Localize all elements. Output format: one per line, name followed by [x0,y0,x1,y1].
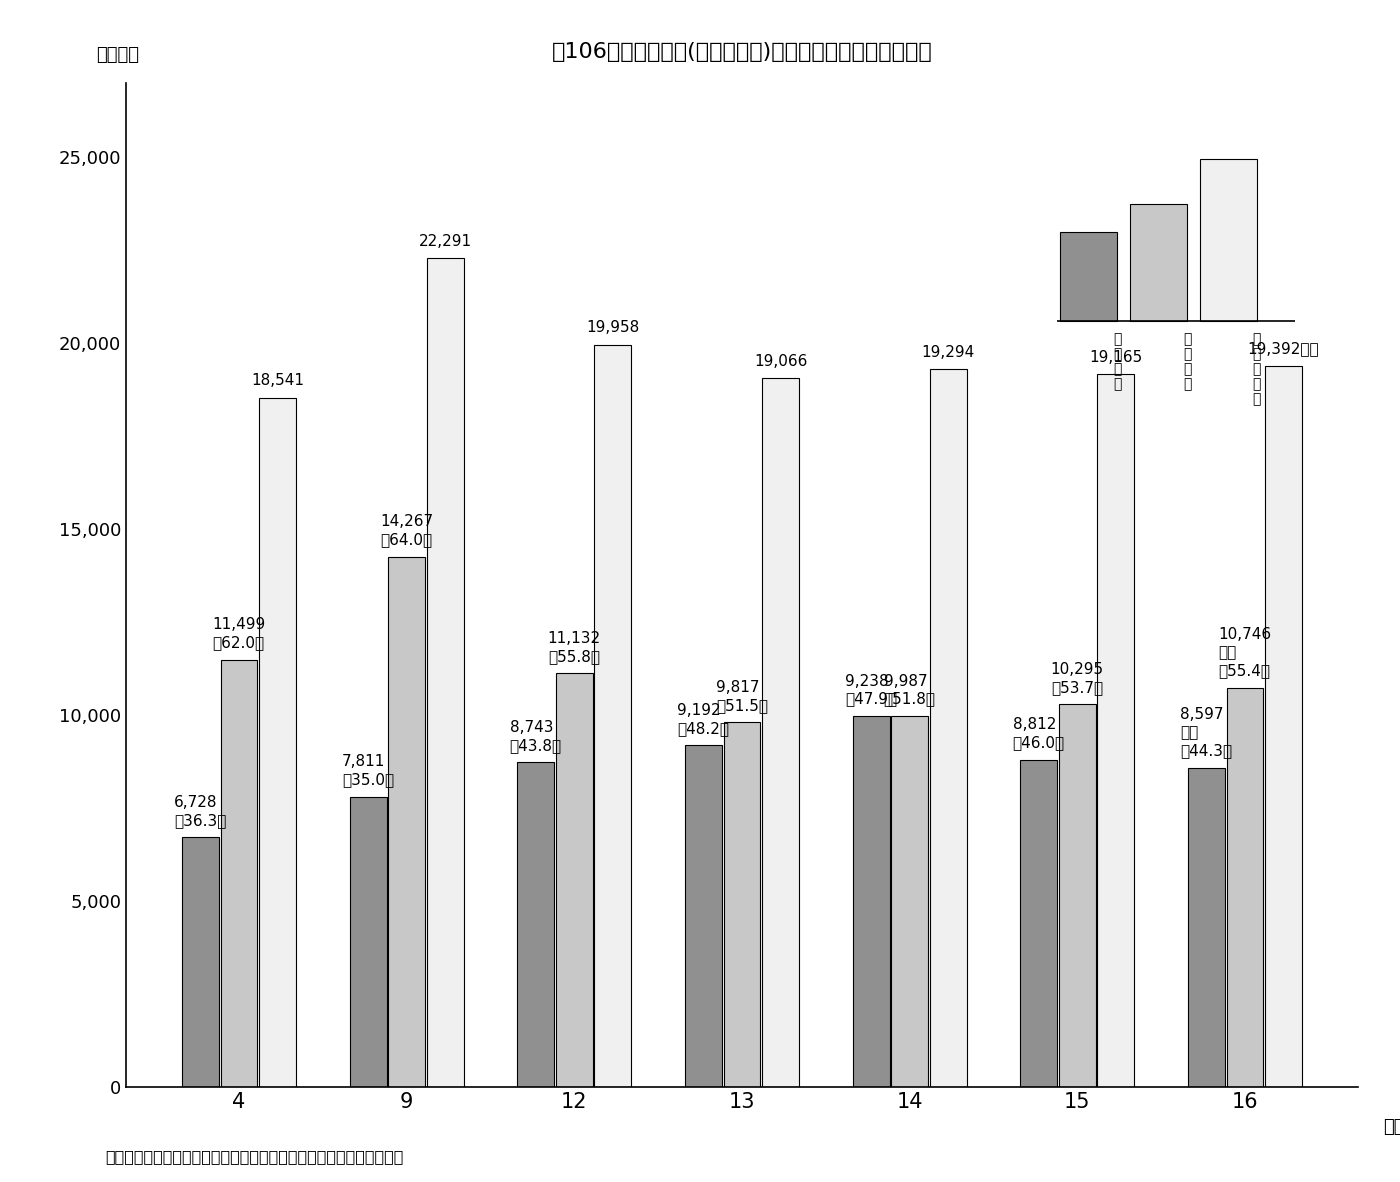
Bar [556,674,592,1087]
Bar [1266,366,1302,1087]
Text: 9,987
（51.8）: 9,987 （51.8） [883,674,935,707]
Bar [1021,760,1057,1087]
Text: 11,499
（62.0）: 11,499 （62.0） [213,617,266,650]
Text: 資
本
的
支
出: 資 本 的 支 出 [1253,332,1261,407]
Text: 11,132
（55.8）: 11,132 （55.8） [547,631,601,664]
Text: 9,238
（47.9）: 9,238 （47.9） [846,674,897,707]
Bar [1200,158,1257,320]
Bar [221,660,258,1087]
Text: 19,066: 19,066 [753,353,808,369]
Bar [685,746,722,1087]
Text: 内
部
資
金: 内 部 資 金 [1113,332,1121,391]
Bar [724,722,760,1087]
Text: （注）　（　）内の数値は、資本的支出に占める財源の割合である。: （注） （ ）内の数値は、資本的支出に占める財源の割合である。 [105,1149,403,1164]
Text: 22,291: 22,291 [419,234,472,248]
Text: 10,295
（53.7）: 10,295 （53.7） [1051,662,1103,695]
Text: 19,294: 19,294 [921,345,974,361]
Text: 19,958: 19,958 [587,320,640,336]
Bar [1098,375,1134,1087]
Text: （億円）: （億円） [97,46,140,64]
Bar [595,345,631,1087]
Text: 10,746
億円
（55.4）: 10,746 億円 （55.4） [1218,628,1271,678]
Title: 第106図　水道事業(法適用企業)の資本的支出及びその財源: 第106図 水道事業(法適用企業)の資本的支出及びその財源 [552,41,932,61]
Text: （年度）: （年度） [1383,1118,1400,1136]
Text: 19,392億円: 19,392億円 [1247,342,1319,357]
Text: 9,817
（51.5）: 9,817 （51.5） [715,680,769,713]
Bar [350,797,386,1087]
Text: 6,728
（36.3）: 6,728 （36.3） [174,794,227,827]
Bar [930,370,966,1087]
Bar [1189,767,1225,1087]
Text: 8,812
（46.0）: 8,812 （46.0） [1012,717,1065,751]
Bar [388,557,426,1087]
Text: 8,597
億円
（44.3）: 8,597 億円 （44.3） [1180,707,1232,758]
Bar [1058,704,1096,1087]
Text: 19,165: 19,165 [1089,350,1142,365]
Bar [427,258,463,1087]
Bar [182,837,218,1087]
Bar [1130,204,1187,320]
Text: 8,743
（43.8）: 8,743 （43.8） [510,720,561,753]
Bar [762,378,799,1087]
Bar [259,397,295,1087]
Bar [518,762,554,1087]
Text: 14,267
（64.0）: 14,267 （64.0） [381,514,433,547]
Text: 7,811
（35.0）: 7,811 （35.0） [342,754,395,787]
Bar [892,716,928,1087]
Bar [853,716,889,1087]
Text: 外
部
資
金: 外 部 資 金 [1183,332,1191,391]
Bar [1060,232,1117,320]
Text: 18,541: 18,541 [251,374,304,388]
Bar [1226,688,1263,1087]
Text: 9,192
（48.2）: 9,192 （48.2） [678,703,729,736]
